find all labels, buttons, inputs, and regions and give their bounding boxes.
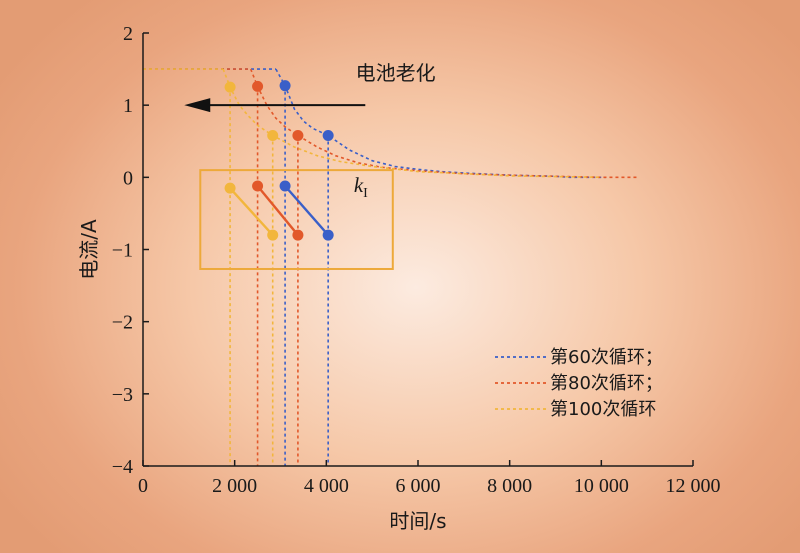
series-cv-curve [249,68,638,179]
feature-slope-line [256,185,299,236]
y-tick-label: 1 [123,95,133,117]
aging-annotation-text: 电池老化 [356,61,436,85]
feature-slope-line [229,187,274,236]
x-tick-label: 0 [138,475,148,497]
series-marker [252,80,264,92]
feature-marker [279,180,291,192]
y-tick-label: 0 [123,167,133,189]
y-tick-label: −3 [112,384,133,406]
y-tick-label: 2 [123,23,133,45]
series-cv-curve [222,68,602,179]
legend-label: 第100次循环 [550,399,656,420]
x-tick-label: 12 000 [666,475,721,497]
series-marker [267,129,279,141]
axis-layer: 0 2 000 4 000 6 000 8 000 10 000 12 000 2 1 0 −1 −… [112,23,721,497]
legend: 第60次循环； 第80次循环； 第100次循环 [495,347,663,420]
series-marker [224,81,236,93]
y-ticks: 2 1 0 −1 −2 −3 −4 [112,23,149,478]
y-axis-label: 电流/A [77,219,101,280]
feature-layer [224,180,334,241]
series-layer [143,68,638,466]
y-tick-label: −2 [112,312,133,334]
x-tick-label: 2 000 [212,475,257,497]
feature-box-label-sub: I [363,186,368,201]
x-ticks: 0 2 000 4 000 6 000 8 000 10 000 12 000 [138,460,721,497]
feature-marker [322,229,334,241]
series-marker [292,129,304,141]
aging-annotation: 电池老化 [184,61,436,113]
x-tick-label: 6 000 [396,475,441,497]
feature-marker [292,229,304,241]
feature-marker [252,180,264,192]
legend-label: 第60次循环； [550,347,663,368]
feature-box-label: kI [354,173,368,201]
series-marker [322,129,334,141]
aging-arrow-head [184,98,211,113]
feature-marker [224,182,236,194]
x-tick-label: 10 000 [574,475,629,497]
series-marker [279,80,291,92]
x-axis-label: 时间/s [389,509,446,533]
feature-box [199,169,394,270]
feature-box-label-k: k [354,173,364,197]
series-cv-curve [275,68,606,179]
feature-slope-line [284,185,330,236]
x-tick-label: 4 000 [304,475,349,497]
feature-marker [267,229,279,241]
y-tick-label: −4 [112,456,133,478]
x-tick-label: 8 000 [487,475,532,497]
legend-label: 第80次循环； [550,373,663,394]
y-tick-label: −1 [112,240,133,262]
